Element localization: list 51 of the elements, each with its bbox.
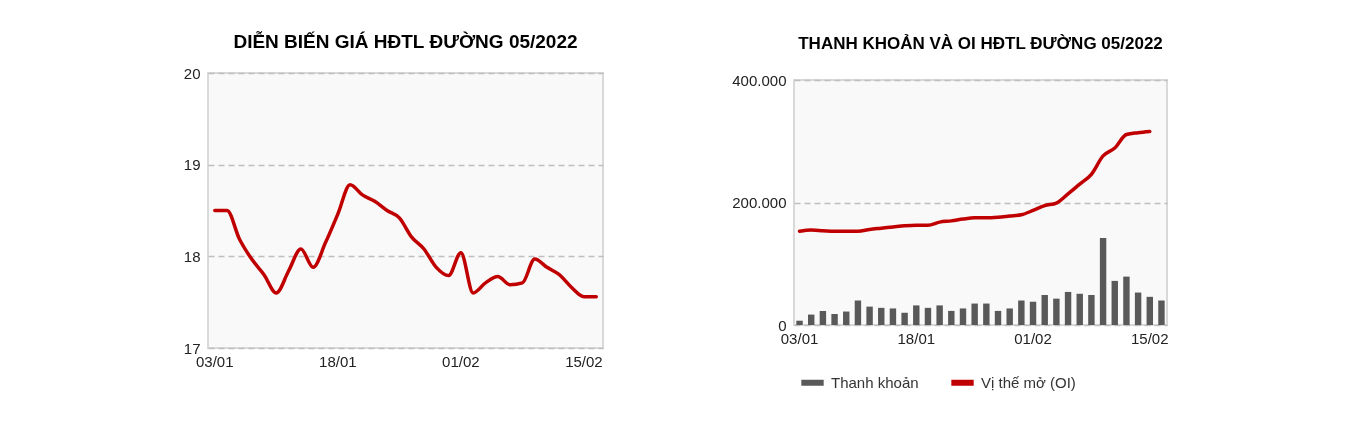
bar: [1123, 276, 1130, 325]
bar: [843, 311, 850, 325]
chart-title: DIỄN BIẾN GIÁ HĐTL ĐƯỜNG 05/2022: [233, 31, 578, 52]
bar: [959, 308, 967, 325]
bar: [819, 310, 827, 325]
bar: [1134, 292, 1142, 325]
bar: [924, 307, 932, 325]
bar: [1146, 296, 1153, 325]
y-tick-label: 200.000: [732, 194, 787, 211]
x-tick-label: 18/01: [897, 329, 936, 347]
x-tick-label: 15/02: [565, 352, 603, 370]
bar: [1006, 308, 1013, 325]
bar: [1099, 238, 1107, 325]
bar: [901, 312, 908, 325]
bar: [796, 320, 803, 325]
x-tick-label: 01/02: [1014, 329, 1052, 347]
bar: [1041, 294, 1048, 325]
y-tick-label: 18: [183, 247, 201, 265]
y-tick-label: 20: [183, 64, 201, 82]
legend-label: Thanh khoản: [831, 373, 919, 391]
bar: [1064, 291, 1072, 325]
y-tick-label: 0: [778, 316, 787, 334]
bar: [866, 306, 873, 325]
x-tick-label: 01/02: [442, 352, 480, 370]
x-tick-label: 15/02: [1131, 329, 1169, 347]
bar: [854, 300, 862, 325]
bar: [948, 310, 955, 325]
bar: [983, 303, 990, 325]
bar: [971, 303, 978, 325]
x-tick-label: 18/01: [319, 352, 357, 370]
bar: [1076, 293, 1083, 325]
bar: [1088, 294, 1095, 325]
bar: [913, 305, 920, 325]
bar: [1158, 300, 1165, 325]
bar: [1053, 298, 1060, 325]
y-tick-label: 19: [183, 156, 201, 174]
bar: [994, 310, 1002, 325]
bar: [889, 308, 897, 325]
y-tick-label: 17: [183, 339, 201, 357]
bar: [1111, 280, 1118, 325]
chart-title: THANH KHOẢN VÀ OI HĐTL ĐƯỜNG 05/2022: [798, 34, 1163, 53]
bar: [936, 305, 943, 325]
bar: [1018, 300, 1025, 325]
bar: [831, 313, 838, 325]
legend-label: Vị thế mở (OI): [981, 373, 1076, 391]
line-series: [213, 183, 598, 299]
bar: [878, 307, 885, 325]
bar: [1029, 301, 1037, 325]
y-tick-label: 400.000: [732, 71, 787, 89]
line-series: [797, 129, 1152, 234]
bar: [808, 314, 815, 325]
